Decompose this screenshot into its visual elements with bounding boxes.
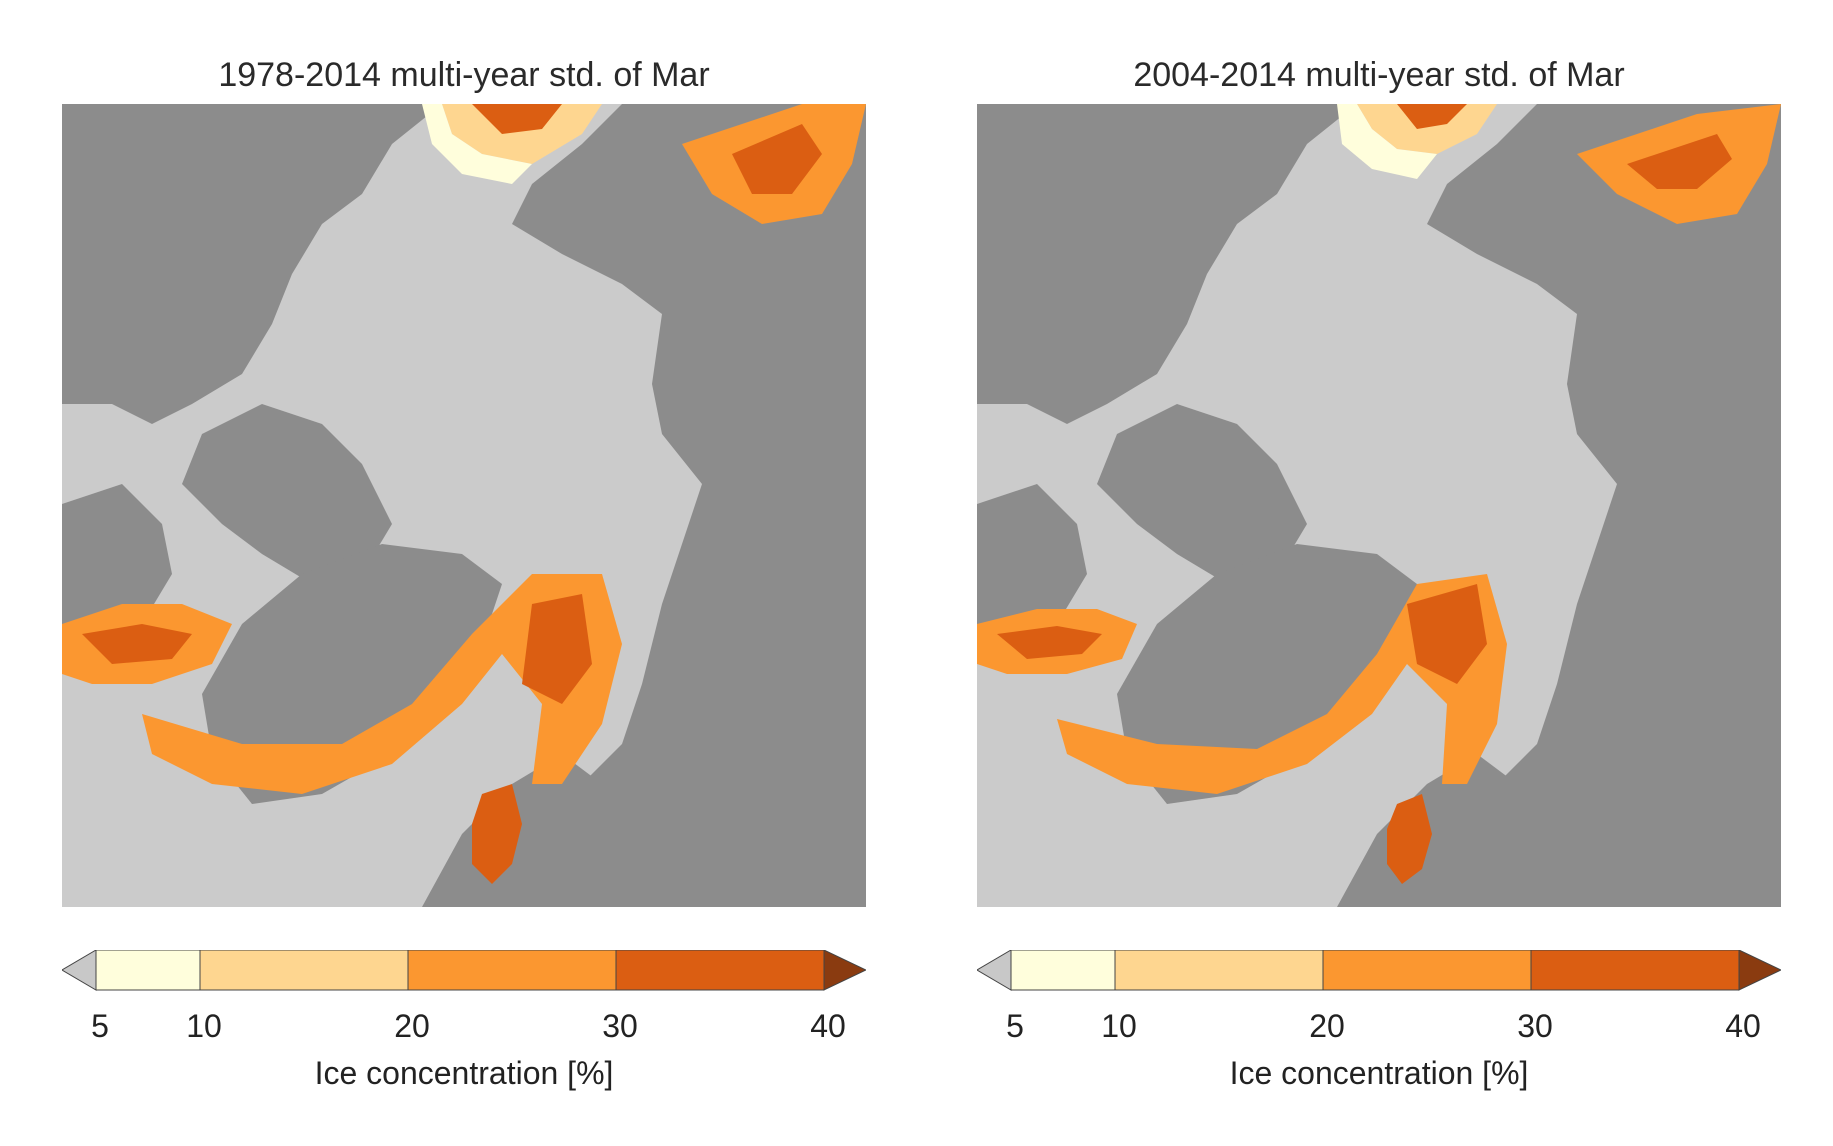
colorbar-under-triangle	[976, 949, 1012, 991]
colorbar-tick-10: 10	[1101, 1008, 1137, 1044]
colorbar-tick-40: 40	[1725, 1008, 1761, 1044]
colorbar-tick-40: 40	[810, 1008, 846, 1044]
colorbar	[61, 949, 868, 998]
greenland-sea-std-band	[1057, 574, 1507, 794]
baffin-land	[977, 484, 1087, 644]
scandinavia-land	[422, 754, 622, 907]
scandinavia-land	[1337, 754, 1537, 907]
map-2004-2014	[977, 104, 1781, 907]
colorbar-tick-30: 30	[602, 1008, 638, 1044]
colorbar-over-triangle	[823, 949, 868, 991]
arctic-archipelago-land	[1097, 404, 1307, 584]
arctic-archipelago-land	[182, 404, 392, 584]
labrador-std-core	[82, 624, 192, 664]
colorbar-bin-30-40	[615, 949, 825, 991]
bering-std-band	[442, 104, 602, 164]
colorbar-tick-20: 20	[394, 1008, 430, 1044]
panel-title: 2004-2014 multi-year std. of Mar	[1133, 56, 1625, 94]
okhotsk-std-core	[732, 124, 822, 194]
eurasia-land	[1397, 104, 1781, 907]
colorbar-bin-5-10	[95, 949, 201, 991]
north-america-land	[62, 104, 442, 424]
colorbar-bin-30-40	[1530, 949, 1740, 991]
baltic-std-band	[472, 784, 522, 884]
colorbar-label: Ice concentration [%]	[1229, 1055, 1529, 1091]
okhotsk-std-core	[1627, 134, 1732, 189]
baltic-std-band	[1387, 794, 1432, 884]
colorbar-tick-10: 10	[186, 1008, 222, 1044]
colorbar-bin-10-20	[1114, 949, 1324, 991]
colorbar-label: Ice concentration [%]	[314, 1055, 614, 1091]
colorbar-over-triangle	[1738, 949, 1783, 991]
greenland-land	[202, 544, 502, 804]
colorbar	[976, 949, 1783, 998]
greenland-land	[1117, 544, 1417, 804]
colorbar-bin-5-10	[1010, 949, 1116, 991]
panel-2004-2014: 2004-2014 multi-year std. of Mar	[976, 0, 1797, 1146]
colorbar-tick-20: 20	[1309, 1008, 1345, 1044]
bering-std-edge	[1337, 104, 1437, 179]
eurasia-land	[482, 104, 866, 907]
bering-std-band	[1357, 104, 1497, 154]
labrador-std-core	[997, 626, 1102, 659]
map-1978-2014	[62, 104, 866, 907]
colorbar-under-triangle	[61, 949, 97, 991]
bering-std-core	[472, 104, 562, 134]
arctic-map	[977, 104, 1781, 907]
barents-std-core	[522, 594, 592, 704]
barents-std-core	[1407, 584, 1487, 684]
colorbar-graphic	[61, 949, 868, 991]
north-america-land	[977, 104, 1357, 424]
panel-title: 1978-2014 multi-year std. of Mar	[218, 56, 710, 94]
greenland-sea-std-band	[142, 574, 622, 794]
colorbar-bin-20-30	[1322, 949, 1532, 991]
colorbar-tick-5: 5	[91, 1008, 109, 1044]
panel-1978-2014: 1978-2014 multi-year std. of Mar	[61, 0, 882, 1146]
colorbar-graphic	[976, 949, 1783, 991]
arctic-map	[62, 104, 866, 907]
bering-std-edge	[422, 104, 532, 184]
colorbar-bin-20-30	[407, 949, 617, 991]
colorbar-tick-30: 30	[1517, 1008, 1553, 1044]
colorbar-bin-10-20	[199, 949, 409, 991]
colorbar-tick-5: 5	[1006, 1008, 1024, 1044]
bering-std-core	[1397, 104, 1467, 129]
